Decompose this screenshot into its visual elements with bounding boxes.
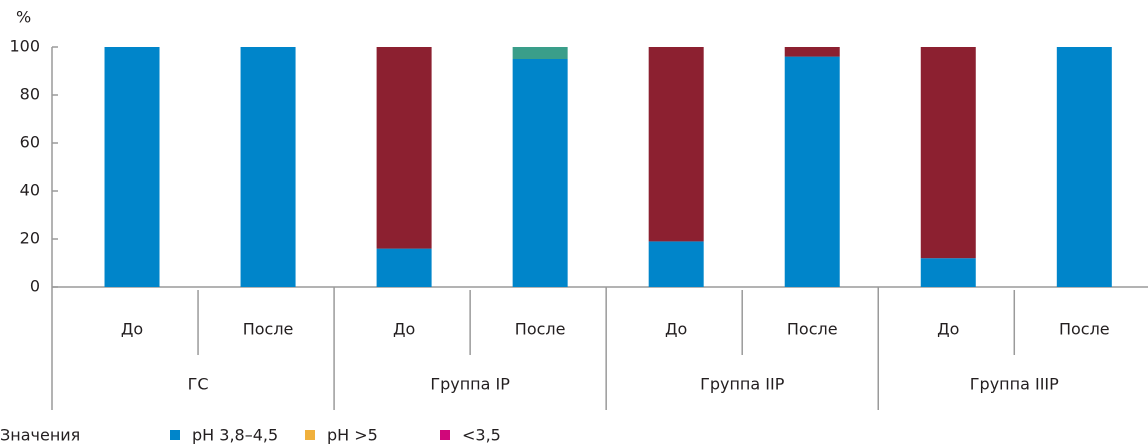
- y-tick-label: 100: [9, 37, 40, 56]
- x-tick-label: После: [243, 320, 294, 339]
- bar-segment: [920, 258, 976, 287]
- x-tick-label: После: [1059, 320, 1110, 339]
- bar-segment: [512, 47, 568, 59]
- bar-segment: [648, 241, 704, 287]
- y-tick-label: 0: [30, 277, 40, 296]
- x-tick-label: До: [121, 320, 143, 339]
- bar-segment: [104, 47, 160, 287]
- bar-segment: [1056, 47, 1112, 287]
- bar-segment: [376, 248, 432, 287]
- bar-segment: [920, 47, 976, 259]
- y-tick-label: 80: [20, 85, 40, 104]
- bar-segment: [376, 47, 432, 249]
- legend-swatch: [170, 430, 180, 440]
- legend-label: <3,5: [462, 426, 501, 445]
- x-tick-label: До: [393, 320, 415, 339]
- legend-swatch: [305, 430, 315, 440]
- group-label: Группа IIP: [700, 375, 785, 394]
- bar-segment: [240, 47, 296, 287]
- legend-swatch: [440, 430, 450, 440]
- bar-segment: [784, 47, 840, 57]
- group-label: ГС: [188, 375, 209, 394]
- legend-label: pH >5: [327, 426, 378, 445]
- legend-label: pH 3,8–4,5: [192, 426, 278, 445]
- x-tick-label: После: [787, 320, 838, 339]
- y-tick-label: 60: [20, 133, 40, 152]
- bar-segment: [512, 59, 568, 287]
- y-tick-label: 20: [20, 229, 40, 248]
- y-tick-label: 40: [20, 181, 40, 200]
- group-label: Группа IIIP: [970, 375, 1059, 394]
- x-tick-label: До: [937, 320, 959, 339]
- group-label: Группа IP: [430, 375, 510, 394]
- bar-segment: [648, 47, 704, 242]
- bar-segment: [784, 56, 840, 287]
- x-tick-label: После: [515, 320, 566, 339]
- x-tick-label: До: [665, 320, 687, 339]
- legend-title: Значения: [0, 426, 80, 445]
- y-axis-label: %: [16, 8, 31, 27]
